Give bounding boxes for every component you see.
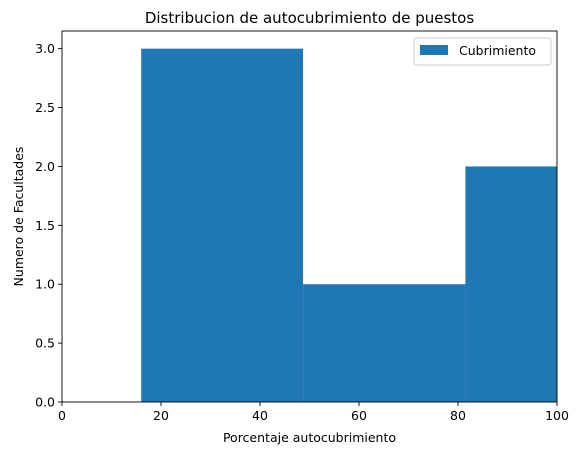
x-axis-title: Porcentaje autocubrimiento: [223, 430, 396, 445]
x-tick-label: 100: [545, 408, 569, 423]
y-tick-label: 2.5: [35, 100, 55, 115]
legend-swatch-cubrimiento: [420, 45, 448, 55]
x-tick-label: 0: [58, 408, 66, 423]
x-tick-label: 80: [450, 408, 466, 423]
legend: Cubrimiento: [413, 37, 552, 66]
legend-box: [413, 37, 552, 66]
bar-1: [303, 284, 466, 402]
y-tick-label: 3.0: [35, 41, 55, 56]
legend-label-cubrimiento: Cubrimiento: [459, 43, 536, 58]
plot-frame: [61, 30, 558, 403]
x-axis: 0 20 40 60 80 100: [58, 402, 569, 423]
y-tick-label: 2.0: [35, 159, 55, 174]
x-tick-label: 20: [153, 408, 169, 423]
bar-2: [465, 166, 557, 402]
y-tick-label: 0.5: [35, 336, 55, 351]
y-axis: 0.0 0.5 1.0 1.5 2.0 2.5 3.0: [35, 41, 62, 410]
x-tick-label: 60: [351, 408, 367, 423]
x-tick-label: 40: [252, 408, 268, 423]
bars-group: [141, 48, 557, 402]
y-tick-label: 0.0: [35, 395, 55, 410]
y-axis-title: Numero de Facultades: [11, 147, 26, 287]
y-tick-label: 1.0: [35, 277, 55, 292]
y-tick-label: 1.5: [35, 218, 55, 233]
chart-title: Distribucion de autocubrimiento de puest…: [145, 9, 475, 27]
bar-0: [141, 48, 304, 402]
